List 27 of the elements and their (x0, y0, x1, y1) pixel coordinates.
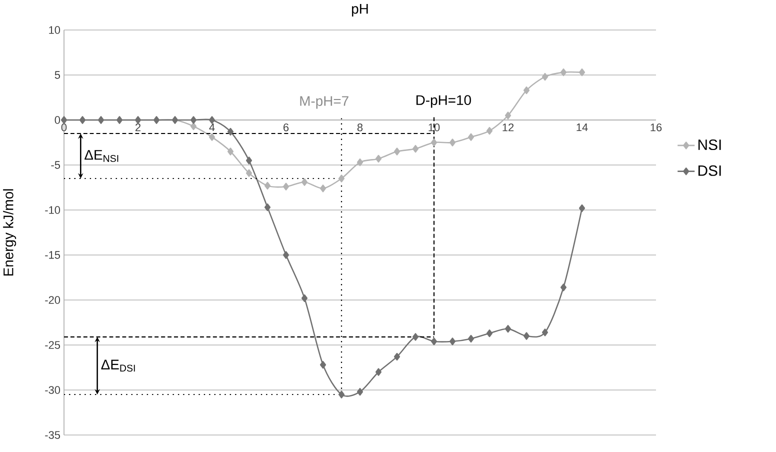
x-tick-label: 10 (428, 124, 440, 132)
y-tick-label: 10 (49, 26, 60, 34)
x-tick-label: 14 (576, 124, 588, 132)
y-tick-label: -10 (45, 206, 60, 214)
x-tick-label: 16 (650, 124, 662, 132)
annotation: ΔE$_{DSI}$ (101, 360, 135, 372)
annotation: D-pH=10 (416, 95, 471, 108)
x-tick-label: 0 (61, 124, 67, 132)
legend-label: DSI (698, 165, 721, 176)
y-tick-label: 5 (54, 71, 60, 79)
y-tick-label: -30 (45, 386, 60, 394)
y-tick-label: 0 (54, 116, 60, 124)
y-tick-label: -25 (45, 341, 60, 349)
y-axis-title: Energy kJ/mol (3, 189, 16, 276)
legend-label: NSI (698, 139, 721, 150)
y-tick-label: -35 (45, 431, 60, 439)
y-tick-label: -15 (45, 251, 60, 259)
chart-title: pH (352, 4, 368, 17)
annotation: M-pH=7 (300, 96, 348, 109)
y-tick-label: -5 (51, 161, 60, 169)
x-tick-label: 12 (502, 124, 514, 132)
x-tick-label: 4 (209, 124, 215, 132)
x-tick-label: 2 (136, 124, 140, 132)
x-tick-label: 8 (357, 124, 363, 132)
y-tick-label: -20 (45, 296, 60, 304)
annotation: ΔE$_{NSI}$ (84, 150, 118, 162)
x-tick-label: 6 (284, 124, 289, 132)
